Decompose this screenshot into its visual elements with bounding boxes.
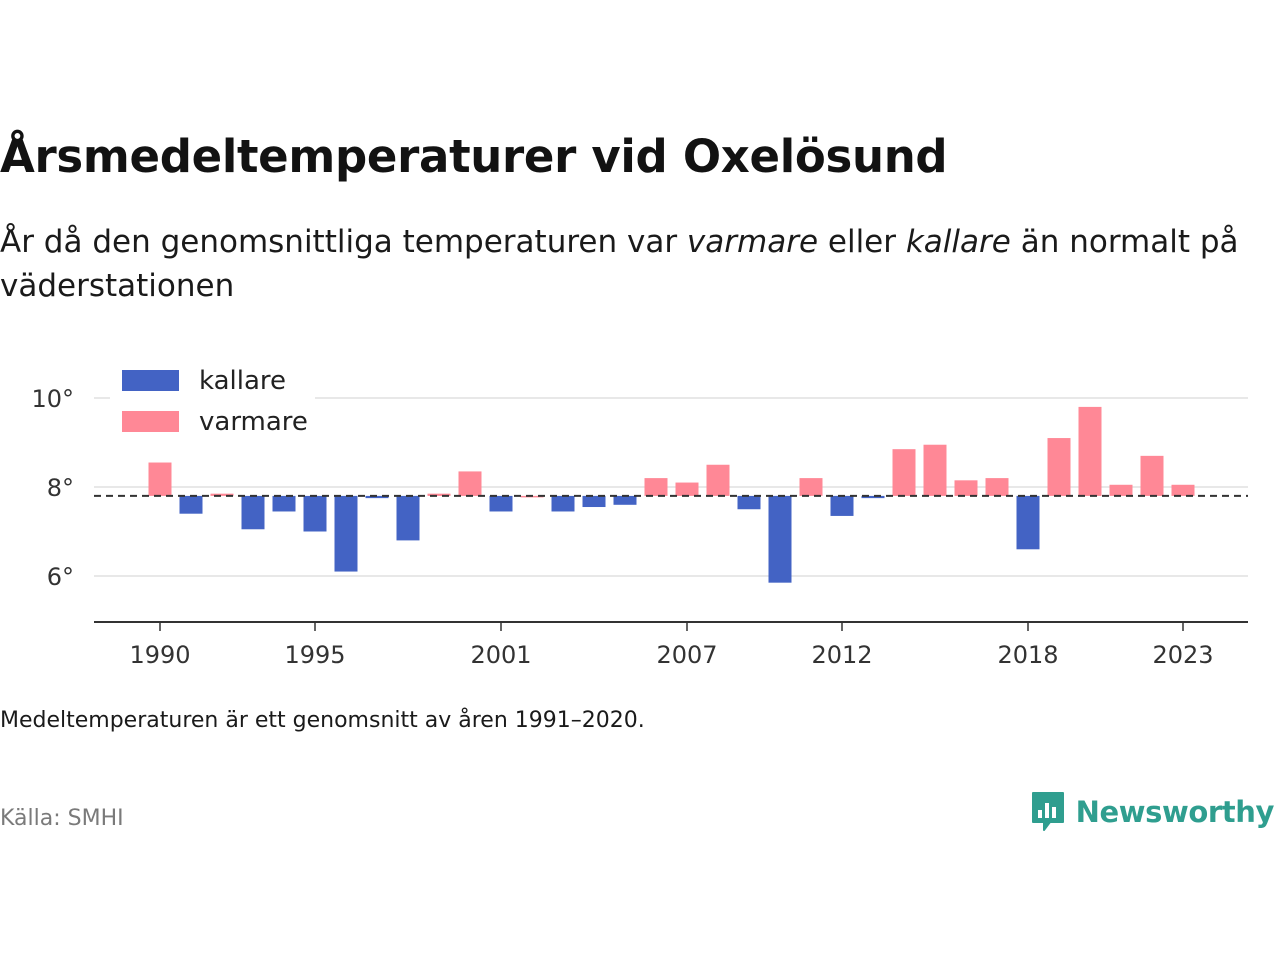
y-tick-label-8: 8° xyxy=(47,474,74,502)
chart-subtitle: År då den genomsnittliga temperaturen va… xyxy=(0,220,1260,308)
bar-2013 xyxy=(861,495,885,499)
bar-2007 xyxy=(675,482,699,496)
subtitle-part-1: År då den genomsnittliga temperaturen va… xyxy=(0,224,687,260)
bar-1999 xyxy=(427,493,451,496)
chart-title: Årsmedeltemperaturer vid Oxelösund xyxy=(0,130,948,183)
subtitle-part-2: eller xyxy=(818,224,906,260)
bar-1991 xyxy=(179,495,203,514)
chart-note: Medeltemperaturen är ett genomsnitt av å… xyxy=(0,708,645,733)
legend-swatch-varmare xyxy=(122,411,179,432)
bar-2020 xyxy=(1078,406,1102,496)
legend-label-kallare: kallare xyxy=(199,366,286,396)
bar-2006 xyxy=(644,478,668,496)
x-tick-label-2012: 2012 xyxy=(811,641,872,669)
bar-2004 xyxy=(582,495,606,508)
bar-2009 xyxy=(737,495,761,510)
temperature-bar-chart: 6° 8° 10° 1990 1995 2001 2007 2012 2018 2023 kalla… xyxy=(31,360,1248,669)
bar-2014 xyxy=(892,449,916,496)
y-tick-label-6: 6° xyxy=(47,563,74,591)
legend-swatch-kallare xyxy=(122,370,179,391)
newsworthy-logo-icon xyxy=(1031,792,1064,831)
y-tick-label-10: 10° xyxy=(31,385,74,413)
bar-1990 xyxy=(148,462,172,496)
bar-1998 xyxy=(396,495,420,541)
brand-name: Newsworthy xyxy=(1075,795,1275,829)
bar-2021 xyxy=(1109,484,1133,496)
bar-2008 xyxy=(706,464,730,496)
bar-2018 xyxy=(1016,495,1040,550)
legend-label-varmare: varmare xyxy=(199,407,308,437)
bar-2015 xyxy=(923,444,947,496)
bar-2017 xyxy=(985,478,1009,496)
x-tick-label-2018: 2018 xyxy=(997,641,1058,669)
x-tick-label-1995: 1995 xyxy=(284,641,345,669)
bar-2001 xyxy=(489,495,513,512)
bar-2010 xyxy=(768,495,792,583)
bar-2011 xyxy=(799,478,823,496)
x-tick-label-2007: 2007 xyxy=(656,641,717,669)
subtitle-part-3: än normalt på väderstationen xyxy=(0,224,1239,304)
bar-1995 xyxy=(303,495,327,532)
x-tick-label-1990: 1990 xyxy=(129,641,190,669)
bar-2000 xyxy=(458,471,482,496)
source-label: Källa: SMHI xyxy=(0,806,124,831)
x-tick-label-2001: 2001 xyxy=(470,641,531,669)
bar-2022 xyxy=(1140,455,1164,496)
bar-2005 xyxy=(613,495,637,505)
bar-2012 xyxy=(830,495,854,516)
newsworthy-logo: Newsworthy xyxy=(1030,790,1274,834)
subtitle-warm-word: varmare xyxy=(686,224,819,260)
bar-2019 xyxy=(1047,438,1071,496)
x-tick-label-2023: 2023 xyxy=(1152,641,1213,669)
bar-1996 xyxy=(334,495,358,572)
bar-2016 xyxy=(954,480,978,496)
subtitle-cold-word: kallare xyxy=(905,224,1011,260)
bar-1992 xyxy=(210,493,234,496)
bar-2023 xyxy=(1171,484,1195,496)
bar-1993 xyxy=(241,495,265,530)
bar-1994 xyxy=(272,495,296,512)
bar-1997 xyxy=(365,495,389,499)
bar-2003 xyxy=(551,495,575,512)
